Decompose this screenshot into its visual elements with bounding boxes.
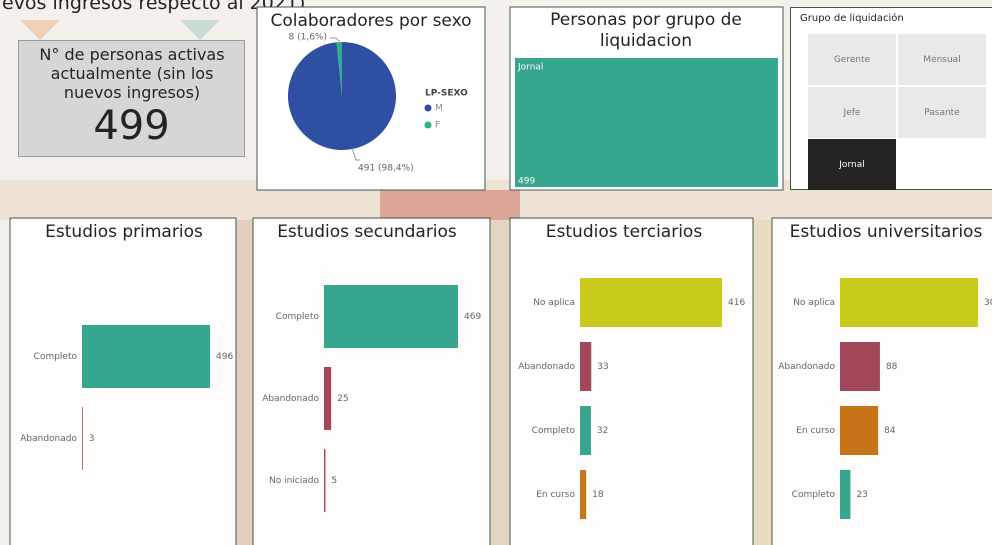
bar <box>324 367 331 430</box>
data-label: 3 <box>89 434 95 444</box>
bar <box>580 278 722 327</box>
chart-title: Estudios terciarios <box>546 222 703 242</box>
bar <box>324 285 458 348</box>
category-label: Abandonado <box>518 362 575 372</box>
chart-title: Estudios primarios <box>45 222 203 242</box>
slicer-option[interactable]: Pasante <box>898 87 986 138</box>
category-label: Completo <box>792 490 836 500</box>
category-label: Completo <box>532 426 576 436</box>
data-label: 84 <box>884 426 896 436</box>
data-label: 18 <box>592 490 604 500</box>
slicer-option[interactable]: Jefe <box>808 87 896 138</box>
data-label: 469 <box>464 312 481 322</box>
bar <box>82 325 210 388</box>
chart-title: Colaboradores por sexo <box>270 11 471 31</box>
slicer-option[interactable]: Gerente <box>808 34 896 85</box>
data-label: 32 <box>597 426 608 436</box>
category-label: Completo <box>276 312 320 322</box>
kpi-label: N° de personas activas actualmente (sin … <box>27 45 237 102</box>
kpi-card: N° de personas activas actualmente (sin … <box>18 40 245 157</box>
legend-title: LP-SEXO <box>425 89 468 99</box>
data-label: 491 (98,4%) <box>358 164 414 174</box>
legend-label: F <box>435 121 440 131</box>
category-label: En curso <box>796 426 835 436</box>
chart-title: Estudios universitarios <box>790 222 983 242</box>
bar <box>82 407 83 470</box>
slicer-title: Grupo de liquidación <box>800 13 904 24</box>
bar <box>324 449 325 512</box>
bar <box>840 406 878 455</box>
chart-title: Estudios secundarios <box>277 222 457 242</box>
chart-title: Personas por grupo de liquidacion <box>512 10 780 52</box>
legend-marker <box>425 105 432 112</box>
data-label: 88 <box>886 362 898 372</box>
data-label: 496 <box>216 352 233 362</box>
bar <box>580 342 591 391</box>
data-label: 25 <box>337 394 348 404</box>
data-label: 499 <box>518 177 535 187</box>
bar <box>515 58 778 187</box>
category-label: No aplica <box>793 298 835 308</box>
data-label: 23 <box>856 490 867 500</box>
data-label: 416 <box>728 298 745 308</box>
bar <box>580 406 591 455</box>
category-label: Completo <box>34 352 78 362</box>
bar <box>840 470 850 519</box>
kpi-value: 499 <box>19 103 244 149</box>
pie-slice <box>288 42 396 150</box>
category-label: En curso <box>536 490 575 500</box>
legend-marker <box>425 122 432 129</box>
category-label: No iniciado <box>269 476 319 486</box>
category-label: Jornal <box>517 63 543 73</box>
bar <box>840 278 978 327</box>
slicer-option[interactable]: Mensual <box>898 34 986 85</box>
data-label: 8 (1,6%) <box>289 33 327 43</box>
slicer-option[interactable]: Jornal <box>808 139 896 190</box>
data-label: 5 <box>331 476 337 486</box>
bar <box>840 342 880 391</box>
panel <box>253 218 490 545</box>
data-label: 33 <box>597 362 608 372</box>
category-label: No aplica <box>533 298 575 308</box>
category-label: Abandonado <box>778 362 835 372</box>
category-label: Abandonado <box>20 434 77 444</box>
legend-label: M <box>435 104 443 114</box>
category-label: Abandonado <box>262 394 319 404</box>
dashboard: evos ingresos respecto al 2021) Colabora… <box>0 0 992 545</box>
bar <box>580 470 586 519</box>
data-label: 304 <box>984 298 992 308</box>
